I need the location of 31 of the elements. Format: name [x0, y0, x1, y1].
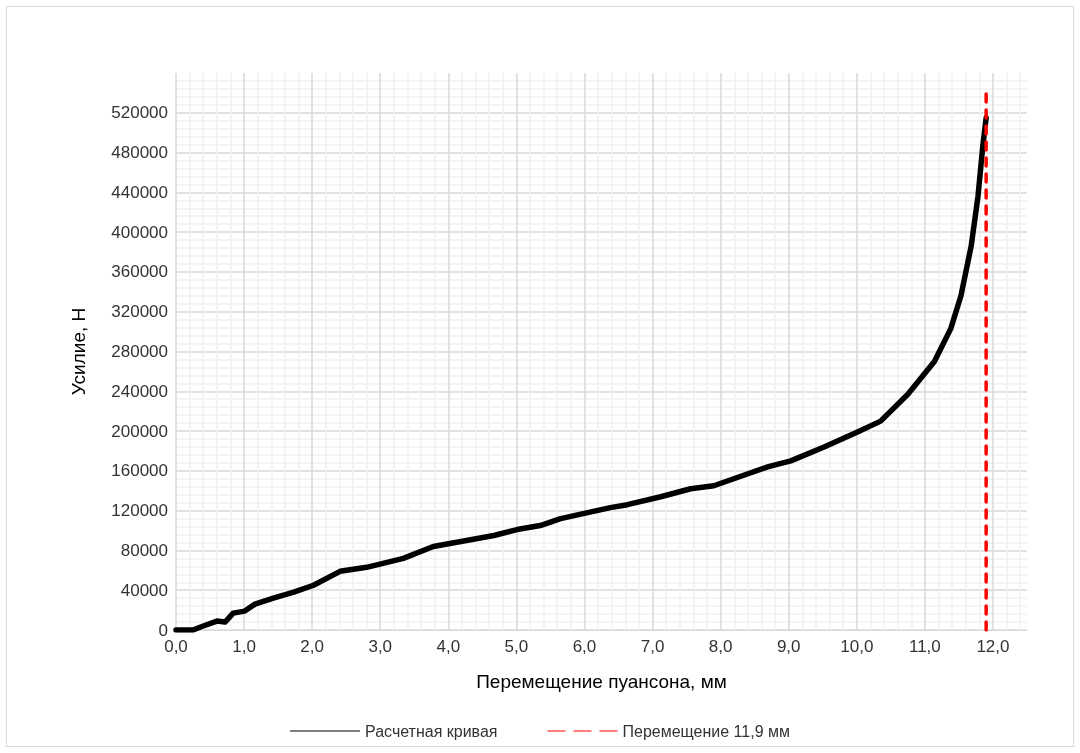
x-tick-label: 9,0	[776, 637, 801, 656]
y-tick-label: 240000	[111, 381, 168, 401]
y-tick-label: 520000	[111, 103, 168, 123]
x-tick-label: 6,0	[572, 637, 597, 656]
legend-label: Расчетная кривая	[365, 722, 498, 740]
y-tick-label: 360000	[111, 262, 168, 282]
y-tick-label: 0	[158, 620, 168, 640]
x-tick-label: 3,0	[368, 637, 393, 656]
x-tick-label: 0,0	[164, 637, 188, 656]
y-tick-label: 440000	[111, 182, 168, 202]
y-tick-label: 120000	[111, 501, 168, 521]
y-axis-title: Усилие, Н	[68, 307, 89, 396]
x-tick-label: 1,0	[232, 637, 256, 656]
y-tick-label: 480000	[111, 143, 168, 163]
y-tick-label: 40000	[120, 580, 168, 600]
y-tick-label: 80000	[120, 540, 168, 560]
x-tick-label: 2,0	[300, 637, 324, 656]
y-tick-label: 280000	[111, 342, 168, 361]
x-tick-label: 4,0	[436, 637, 461, 656]
x-tick-label: 7,0	[640, 637, 665, 656]
x-tick-label: 8,0	[708, 637, 733, 656]
y-tick-label: 400000	[111, 222, 168, 242]
x-tick-label: 10,0	[840, 637, 874, 656]
x-tick-label: 12,0	[976, 637, 1010, 656]
x-axis-title: Перемещение пуансона, мм	[476, 671, 727, 692]
x-tick-label: 11,0	[908, 637, 941, 656]
y-tick-label: 320000	[111, 302, 168, 322]
legend-label: Перемещение 11,9 мм	[622, 722, 790, 740]
x-tick-label: 5,0	[504, 637, 529, 656]
y-tick-label: 200000	[111, 421, 168, 441]
y-tick-label: 160000	[111, 461, 168, 481]
